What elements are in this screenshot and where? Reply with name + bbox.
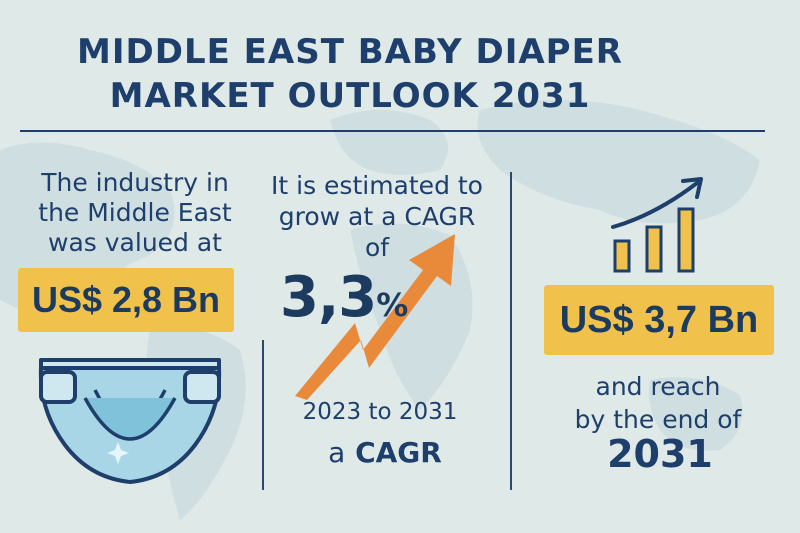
value-2031-badge: US$ 3,7 Bn (544, 285, 774, 355)
reach-line-2: by the end of (574, 405, 742, 434)
diaper-icon (38, 358, 222, 484)
bar-chart-icon (611, 177, 703, 273)
column-divider-right (510, 172, 512, 490)
valued-text: The industry in the Middle East was valu… (20, 168, 250, 258)
valued-line-1: The industry in (41, 168, 229, 197)
page-title: MIDDLE EAST BABY DIAPER MARKET OUTLOOK 2… (0, 30, 700, 118)
valued-line-2: the Middle East (38, 198, 232, 227)
cagr-number: 3,3 (280, 265, 377, 330)
title-divider (20, 130, 765, 132)
estimate-line-2: grow at a CAGR (278, 202, 476, 231)
column-divider-left (262, 340, 264, 490)
valued-line-3: was valued at (48, 228, 222, 257)
cagr-label: a CAGR (305, 436, 465, 470)
reach-text: and reach by the end of (548, 370, 768, 436)
value-2023-badge: US$ 2,8 Bn (18, 268, 234, 332)
target-year: 2031 (607, 432, 713, 476)
title-line-2: MARKET OUTLOOK 2031 (109, 76, 591, 116)
reach-line-1: and reach (595, 372, 721, 401)
estimate-line-1: It is estimated to (271, 171, 483, 200)
estimate-text: It is estimated to grow at a CAGR of (262, 170, 492, 263)
cagr-label-prefix: a (328, 436, 346, 469)
estimate-line-3: of (364, 233, 390, 262)
cagr-value: 3,3% (280, 265, 408, 335)
period-text: 2023 to 2031 (302, 399, 458, 425)
cagr-label-word: CAGR (355, 436, 442, 469)
growth-arrow-icon (295, 234, 455, 400)
cagr-unit: % (376, 286, 408, 324)
title-line-1: MIDDLE EAST BABY DIAPER (77, 32, 623, 72)
